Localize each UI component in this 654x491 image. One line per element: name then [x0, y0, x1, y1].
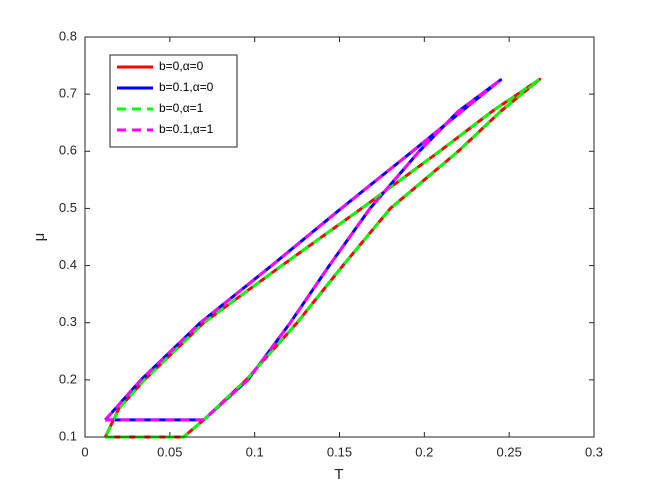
x-tick-label: 0.3 [585, 444, 603, 459]
x-tick-label: 0.25 [497, 444, 522, 459]
x-tick-label: 0.2 [415, 444, 433, 459]
legend-box [109, 54, 238, 148]
x-tick-label: 0.05 [157, 444, 182, 459]
y-tick-label: 0.1 [59, 428, 77, 443]
y-tick-label: 0.3 [59, 314, 77, 329]
legend-label: b=0,α=1 [159, 101, 204, 115]
y-axis-label: μ [31, 233, 48, 242]
x-tick-label: 0.15 [327, 444, 352, 459]
x-tick-label: 0.1 [246, 444, 264, 459]
legend-label: b=0.1,α=0 [159, 80, 214, 94]
y-tick-label: 0.8 [59, 28, 77, 43]
axes-box [84, 36, 595, 438]
y-tick-label: 0.2 [59, 371, 77, 386]
line-series [104, 77, 542, 439]
x-axis-label: T [334, 466, 343, 483]
legend-label: b=0.1,α=1 [159, 122, 214, 136]
y-tick-label: 0.4 [59, 257, 77, 272]
y-tick-label: 0.6 [59, 143, 77, 158]
legend-label: b=0,α=0 [159, 59, 204, 73]
y-tick-label: 0.7 [59, 86, 77, 101]
x-tick-label: 0 [81, 444, 88, 459]
y-tick-label: 0.5 [59, 200, 77, 215]
line-series [104, 78, 503, 422]
